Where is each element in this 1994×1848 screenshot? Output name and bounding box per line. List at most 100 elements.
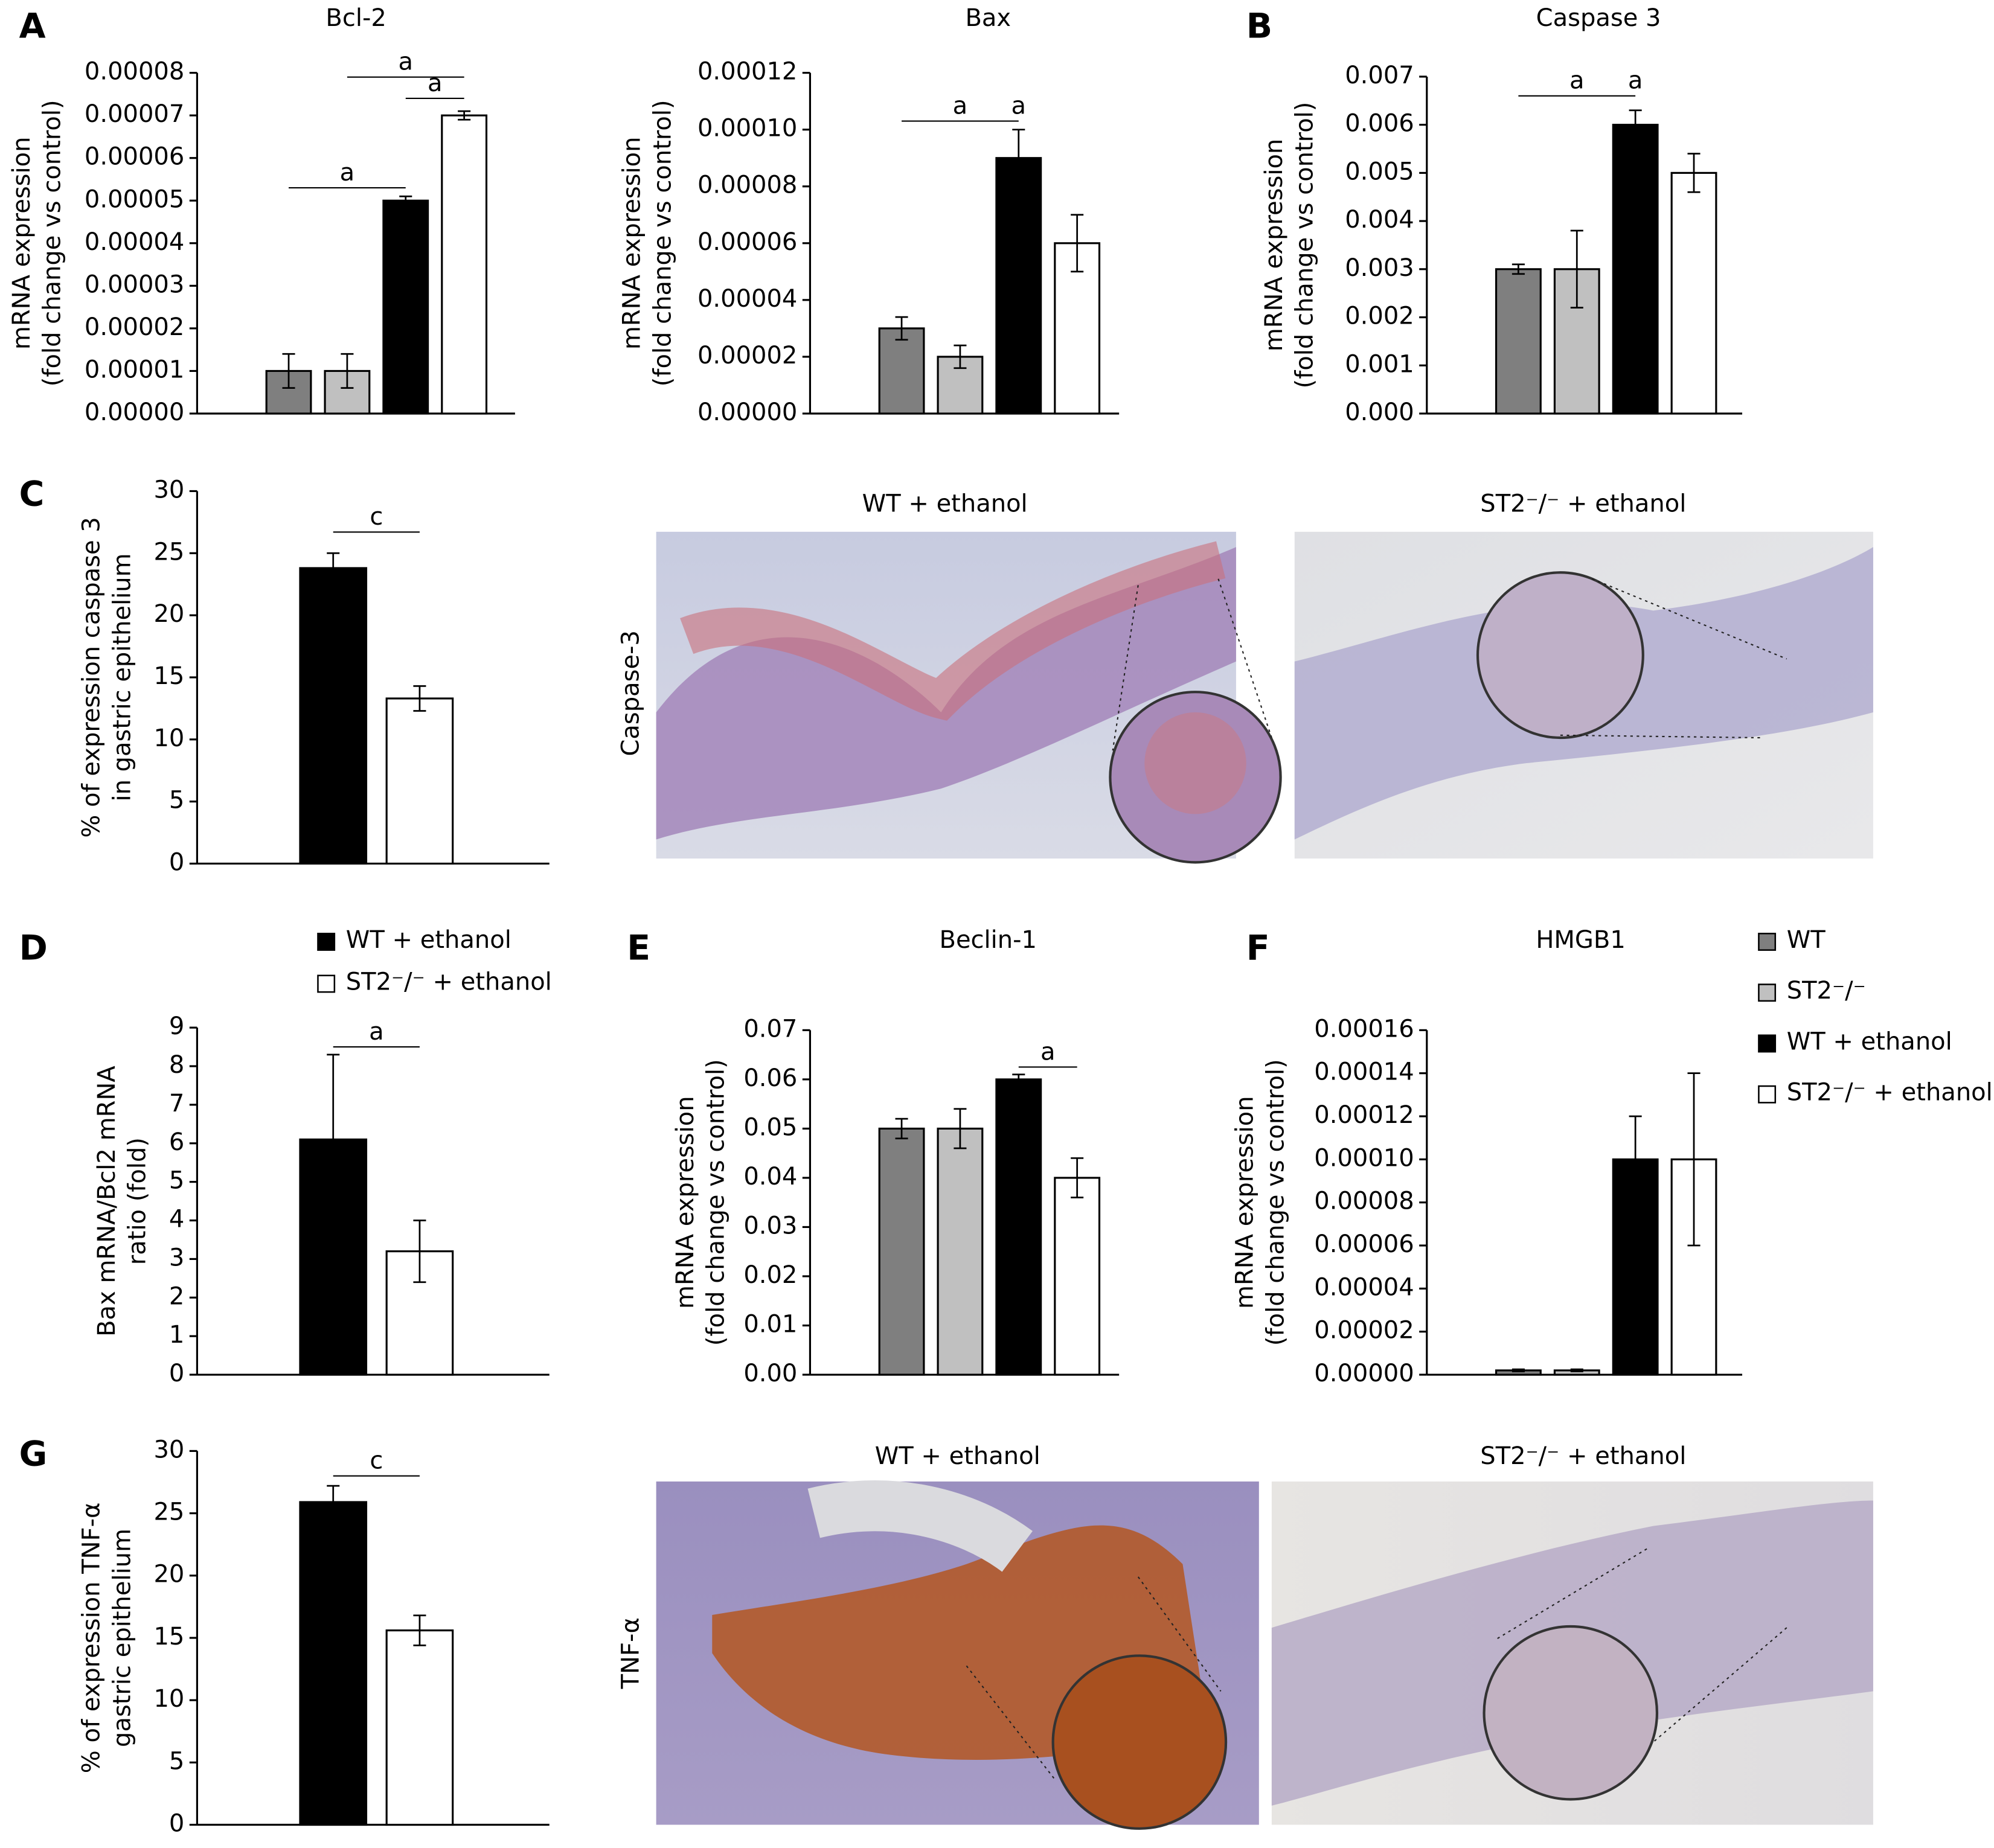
- legend-swatch: [1758, 1034, 1777, 1053]
- chart: E Beclin-1 mRNA expression (fold change vs …: [627, 926, 1120, 1387]
- bar: [385, 697, 454, 865]
- legend: WT ST2⁻/⁻ WT + ethanol ST2⁻/⁻ + ethanol: [1758, 926, 1993, 1107]
- y-tick-label: 10: [153, 1685, 184, 1713]
- y-tick-label: 0.07: [743, 1015, 797, 1043]
- y-axis-label: in gastric epithelium: [108, 553, 136, 801]
- bar: [878, 327, 925, 415]
- y-tick-label: 0.005: [1345, 158, 1414, 185]
- legend-label: ST2⁻/⁻ + ethanol: [346, 968, 552, 996]
- significance-label: a: [1628, 67, 1643, 95]
- bar: [385, 1250, 454, 1376]
- y-tick-label: 0.00014: [1314, 1058, 1414, 1086]
- y-tick-label: 0.00010: [1314, 1144, 1414, 1172]
- y-tick-label: 0.002: [1345, 302, 1414, 330]
- legend-swatch: [1758, 933, 1777, 951]
- y-tick-label: 0.007: [1345, 62, 1414, 89]
- panel-letter: F: [1246, 928, 1270, 968]
- y-tick-label: 0.00006: [697, 228, 797, 256]
- y-tick-label: 5: [169, 787, 184, 814]
- chart: F HMGB1 mRNA expression (fold change vs con…: [1231, 926, 1743, 1387]
- image-title: ST2⁻/⁻ + ethanol: [1480, 1442, 1686, 1470]
- panel-letter: A: [19, 7, 46, 46]
- y-axis-label: mRNA expression: [1260, 139, 1288, 352]
- y-axis-label: % of expression caspase 3: [78, 517, 106, 837]
- y-tick-label: 0: [169, 848, 184, 876]
- image-title: WT + ethanol: [875, 1442, 1040, 1470]
- legend-swatch: [1758, 1085, 1777, 1104]
- y-tick-label: 0.000: [1345, 398, 1414, 426]
- significance-label: c: [370, 503, 383, 531]
- legend-label: WT: [1787, 926, 1826, 954]
- bar: [995, 1078, 1042, 1376]
- y-tick-label: 30: [153, 476, 184, 504]
- y-axis-label: (fold change vs control): [702, 1059, 730, 1346]
- legend-swatch: [317, 933, 336, 951]
- y-tick-label: 0.00004: [85, 228, 184, 256]
- y-tick-label: 20: [153, 600, 184, 628]
- bar: [441, 114, 488, 415]
- panel-letter: E: [627, 928, 650, 968]
- y-axis-label: Bax mRNA/Bcl2 mRNA: [93, 1066, 121, 1337]
- y-tick-label: 0.00016: [1314, 1015, 1414, 1043]
- y-tick-label: 0.00003: [85, 270, 184, 298]
- bar: [382, 199, 429, 415]
- micrograph: [656, 531, 1282, 864]
- y-tick-label: 0: [169, 1360, 184, 1387]
- chart: D Bax mRNA/Bcl2 mRNA ratio (fold) 0 1 2 3 4 5 6 7 8…: [19, 928, 550, 1387]
- y-axis-label: (fold change vs control): [38, 100, 66, 386]
- y-tick-label: 8: [169, 1051, 184, 1079]
- y-tick-label: 0.04: [743, 1163, 797, 1191]
- y-axis-label: ratio (fold): [124, 1137, 152, 1265]
- y-tick-label: 0.00000: [697, 398, 797, 426]
- image-title: ST2⁻/⁻ + ethanol: [1480, 490, 1686, 518]
- y-tick-label: 15: [153, 662, 184, 690]
- significance-label: a: [953, 92, 968, 120]
- chart: Bax mRNA expression (fold change vs contro…: [618, 4, 1120, 426]
- y-tick-label: 0.00007: [85, 100, 184, 128]
- chart: B Caspase 3 mRNA expression (fold change vs…: [1246, 4, 1743, 426]
- y-tick-label: 0.00002: [1314, 1317, 1414, 1344]
- y-axis-label: gastric epithelium: [108, 1529, 136, 1747]
- bar: [878, 1127, 925, 1376]
- bar: [1670, 171, 1717, 415]
- chart-title: Bcl-2: [325, 4, 386, 32]
- y-axis-label: (fold change vs control): [1291, 102, 1319, 389]
- y-tick-label: 0.02: [743, 1261, 797, 1289]
- y-tick-label: 0.00000: [1314, 1360, 1414, 1387]
- significance-label: a: [1011, 92, 1027, 120]
- y-axis-label: mRNA expression: [672, 1096, 699, 1309]
- y-tick-label: 0.00012: [697, 58, 797, 86]
- chart: G % of expression TNF-α gastric epithelium…: [19, 1434, 550, 1838]
- y-axis-label: mRNA expression: [618, 137, 646, 350]
- chart: A Bcl-2 mRNA expression (fold change vs con…: [8, 4, 515, 426]
- y-tick-label: 0.00008: [697, 171, 797, 199]
- legend-swatch: [1758, 983, 1777, 1002]
- bar: [995, 157, 1042, 415]
- legend-label: WT + ethanol: [346, 926, 511, 954]
- y-tick-label: 0.00002: [697, 342, 797, 369]
- image-title: WT + ethanol: [862, 490, 1028, 518]
- y-tick-label: 0.00: [743, 1360, 797, 1387]
- micrograph: [1271, 1481, 1873, 1825]
- y-tick-label: 0: [169, 1810, 184, 1838]
- panel-letter: D: [19, 928, 48, 968]
- y-tick-label: 0.00008: [85, 58, 184, 86]
- bar: [299, 567, 368, 865]
- chart-title: Bax: [965, 4, 1011, 32]
- bar: [1612, 124, 1659, 415]
- y-tick-label: 0.00006: [1314, 1230, 1414, 1258]
- y-tick-label: 0.05: [743, 1113, 797, 1141]
- legend-label: ST2⁻/⁻ + ethanol: [1787, 1079, 1993, 1107]
- legend-swatch: [317, 974, 336, 993]
- y-tick-label: 0.00010: [697, 115, 797, 142]
- panel-letter: B: [1246, 7, 1272, 46]
- y-tick-label: 0.00008: [1314, 1188, 1414, 1215]
- y-tick-label: 30: [153, 1436, 184, 1463]
- y-tick-label: 0.001: [1345, 350, 1414, 378]
- significance-label: a: [1040, 1038, 1056, 1066]
- y-tick-label: 1: [169, 1321, 184, 1349]
- chart-title: Beclin-1: [940, 926, 1037, 954]
- significance-label: a: [369, 1018, 384, 1046]
